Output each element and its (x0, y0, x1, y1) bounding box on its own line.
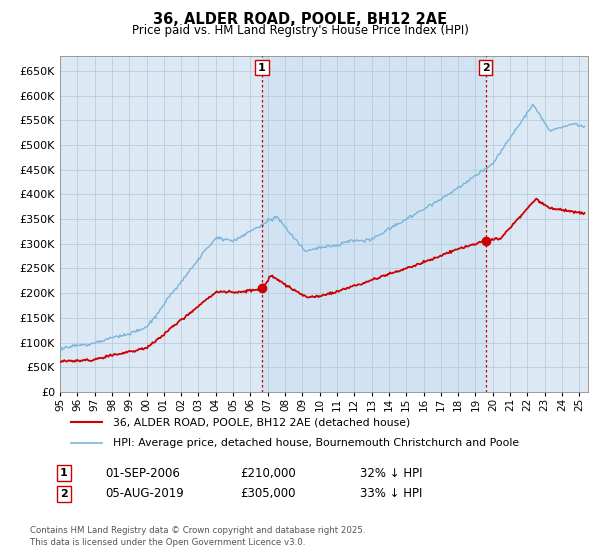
Text: 32% ↓ HPI: 32% ↓ HPI (360, 466, 422, 480)
Text: 01-SEP-2006: 01-SEP-2006 (105, 466, 180, 480)
Text: 2: 2 (60, 489, 68, 499)
Text: 33% ↓ HPI: 33% ↓ HPI (360, 487, 422, 501)
Text: 36, ALDER ROAD, POOLE, BH12 2AE (detached house): 36, ALDER ROAD, POOLE, BH12 2AE (detache… (113, 417, 410, 427)
Text: 1: 1 (60, 468, 68, 478)
Text: Contains HM Land Registry data © Crown copyright and database right 2025.
This d: Contains HM Land Registry data © Crown c… (30, 526, 365, 547)
Text: 36, ALDER ROAD, POOLE, BH12 2AE: 36, ALDER ROAD, POOLE, BH12 2AE (153, 12, 447, 27)
Text: 2: 2 (482, 63, 490, 73)
Text: 1: 1 (258, 63, 266, 73)
Text: 05-AUG-2019: 05-AUG-2019 (105, 487, 184, 501)
Bar (262, 56, 485, 392)
Text: £305,000: £305,000 (240, 487, 296, 501)
Text: Price paid vs. HM Land Registry's House Price Index (HPI): Price paid vs. HM Land Registry's House … (131, 24, 469, 38)
Text: £210,000: £210,000 (240, 466, 296, 480)
Text: HPI: Average price, detached house, Bournemouth Christchurch and Poole: HPI: Average price, detached house, Bour… (113, 438, 519, 448)
